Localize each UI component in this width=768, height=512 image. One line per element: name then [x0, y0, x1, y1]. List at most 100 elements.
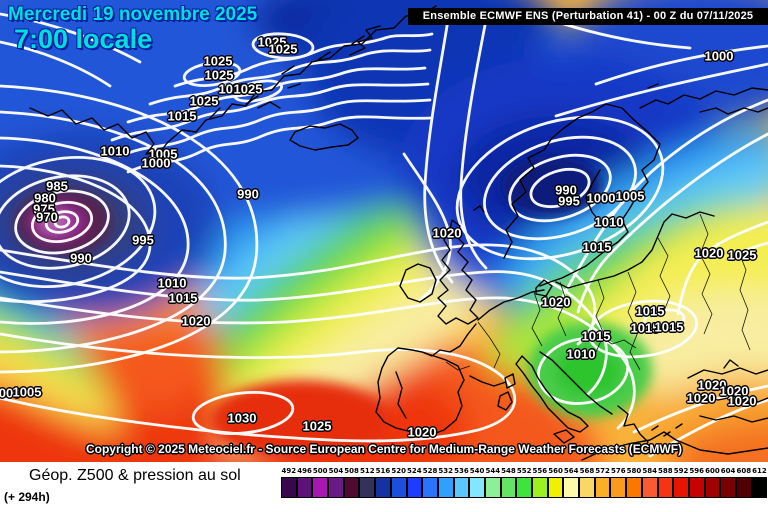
legend-cell: 504: [328, 466, 344, 498]
legend-value: 600: [705, 467, 720, 475]
legend-value: 608: [736, 467, 752, 475]
legend-color-swatch: [704, 477, 721, 498]
legend-cell: 508: [343, 466, 360, 498]
legend-color-swatch: [469, 477, 485, 498]
legend-cell: 556: [532, 466, 548, 498]
legend-cell: 552: [516, 466, 532, 498]
coastlines: [29, 5, 768, 461]
legend-color-swatch: [641, 477, 658, 498]
legend-cell: 512: [359, 466, 376, 498]
legend-cell: 516: [375, 466, 391, 498]
legend-cell: 580: [626, 466, 642, 498]
legend-cell: 532: [437, 466, 454, 498]
legend-value: 580: [626, 467, 642, 475]
forecast-lead-time: (+ 294h): [4, 490, 50, 504]
legend-value: 572: [595, 467, 610, 475]
legend-color-swatch: [516, 477, 532, 498]
legend-color-swatch: [610, 477, 627, 498]
legend-value: 524: [407, 467, 422, 475]
copyright-text: Copyright © 2025 Meteociel.fr - Source E…: [85, 442, 683, 456]
legend-color-swatch: [343, 477, 360, 498]
legend-cell: 548: [500, 466, 517, 498]
weather-map-canvas: [0, 0, 768, 462]
legend-cell: 592: [673, 466, 689, 498]
legend-cell: 584: [641, 466, 658, 498]
legend-cell: 540: [469, 466, 485, 498]
legend-value: 512: [359, 467, 375, 475]
legend-value: 516: [375, 467, 391, 475]
legend-cell: 492: [281, 466, 297, 498]
legend-cell: 600: [704, 466, 721, 498]
legend-cell: 612: [751, 466, 768, 498]
legend-color-swatch: [390, 477, 407, 498]
legend-value: 568: [579, 467, 595, 475]
legend-color-swatch: [437, 477, 454, 498]
legend-color-swatch: [657, 477, 674, 498]
legend-value: 552: [516, 467, 532, 475]
legend-color-swatch: [547, 477, 564, 498]
parameter-title: Géop. Z500 & pression au sol: [29, 467, 241, 484]
legend-color-swatch: [500, 477, 517, 498]
legend-cell: 576: [610, 466, 627, 498]
legend-color-swatch: [735, 477, 752, 498]
country-borders: [445, 213, 751, 371]
legend-cell: 572: [594, 466, 611, 498]
legend-value: 556: [532, 467, 548, 475]
color-scale-legend: 492 496 500 504 508 512 516 520 524 528 532 536 540 5…: [281, 466, 768, 498]
legend-color-swatch: [281, 477, 297, 498]
legend-cell: 560: [547, 466, 564, 498]
legend-cell: 596: [688, 466, 705, 498]
legend-color-swatch: [626, 477, 642, 498]
legend-cell: 604: [720, 466, 736, 498]
legend-value: 520: [391, 467, 406, 475]
legend-color-swatch: [359, 477, 376, 498]
legend-cell: 568: [579, 466, 595, 498]
legend-value: 564: [563, 467, 579, 475]
legend-value: 596: [689, 467, 705, 475]
legend-value: 588: [658, 467, 673, 475]
legend-color-swatch: [579, 477, 595, 498]
footer-bar: Géop. Z500 & pression au sol (+ 294h) 49…: [0, 462, 768, 512]
legend-cell: 496: [296, 466, 313, 498]
legend-cell: 536: [453, 466, 470, 498]
legend-value: 492: [281, 467, 297, 475]
legend-value: 560: [548, 467, 563, 475]
legend-cell: 500: [312, 466, 329, 498]
legend-color-swatch: [484, 477, 501, 498]
legend-cell: 564: [563, 466, 580, 498]
map-area: 1025 1025 1025 1025 1025 1025 1025 1015 1010 1005…: [0, 0, 768, 462]
legend-color-swatch: [751, 477, 768, 498]
legend-value: 544: [485, 467, 501, 475]
legend-value: 496: [297, 467, 312, 475]
legend-color-swatch: [563, 477, 580, 498]
legend-cell: 588: [657, 466, 674, 498]
legend-value: 548: [501, 467, 516, 475]
legend-color-swatch: [720, 477, 736, 498]
model-run-bar: Ensemble ECMWF ENS (Perturbation 41) - 0…: [408, 8, 768, 25]
legend-color-swatch: [688, 477, 705, 498]
legend-cell: 524: [406, 466, 423, 498]
legend-cell: 528: [422, 466, 438, 498]
legend-color-swatch: [422, 477, 438, 498]
legend-color-swatch: [532, 477, 548, 498]
legend-value: 532: [438, 467, 454, 475]
legend-cell: 544: [484, 466, 501, 498]
legend-value: 504: [328, 467, 344, 475]
legend-value: 508: [344, 467, 359, 475]
legend-value: 584: [642, 467, 657, 475]
legend-color-swatch: [453, 477, 470, 498]
legend-color-swatch: [328, 477, 344, 498]
legend-value: 540: [469, 467, 485, 475]
legend-color-swatch: [673, 477, 689, 498]
legend-value: 604: [720, 467, 736, 475]
legend-color-swatch: [594, 477, 611, 498]
legend-color-swatch: [406, 477, 423, 498]
legend-value: 592: [673, 467, 689, 475]
legend-cell: 608: [735, 466, 752, 498]
legend-color-swatch: [296, 477, 313, 498]
legend-value: 612: [752, 467, 767, 475]
legend-value: 536: [454, 467, 469, 475]
legend-value: 528: [422, 467, 438, 475]
legend-color-swatch: [375, 477, 391, 498]
